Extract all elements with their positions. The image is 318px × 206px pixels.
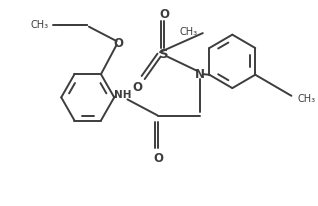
Text: O: O (114, 36, 124, 49)
Text: NH: NH (114, 90, 131, 100)
Text: S: S (159, 47, 169, 60)
Text: O: O (132, 81, 142, 94)
Text: O: O (159, 8, 169, 21)
Text: CH₃: CH₃ (30, 20, 48, 29)
Text: O: O (154, 151, 163, 164)
Text: CH₃: CH₃ (298, 94, 316, 104)
Text: N: N (195, 67, 205, 80)
Text: CH₃: CH₃ (180, 27, 198, 37)
